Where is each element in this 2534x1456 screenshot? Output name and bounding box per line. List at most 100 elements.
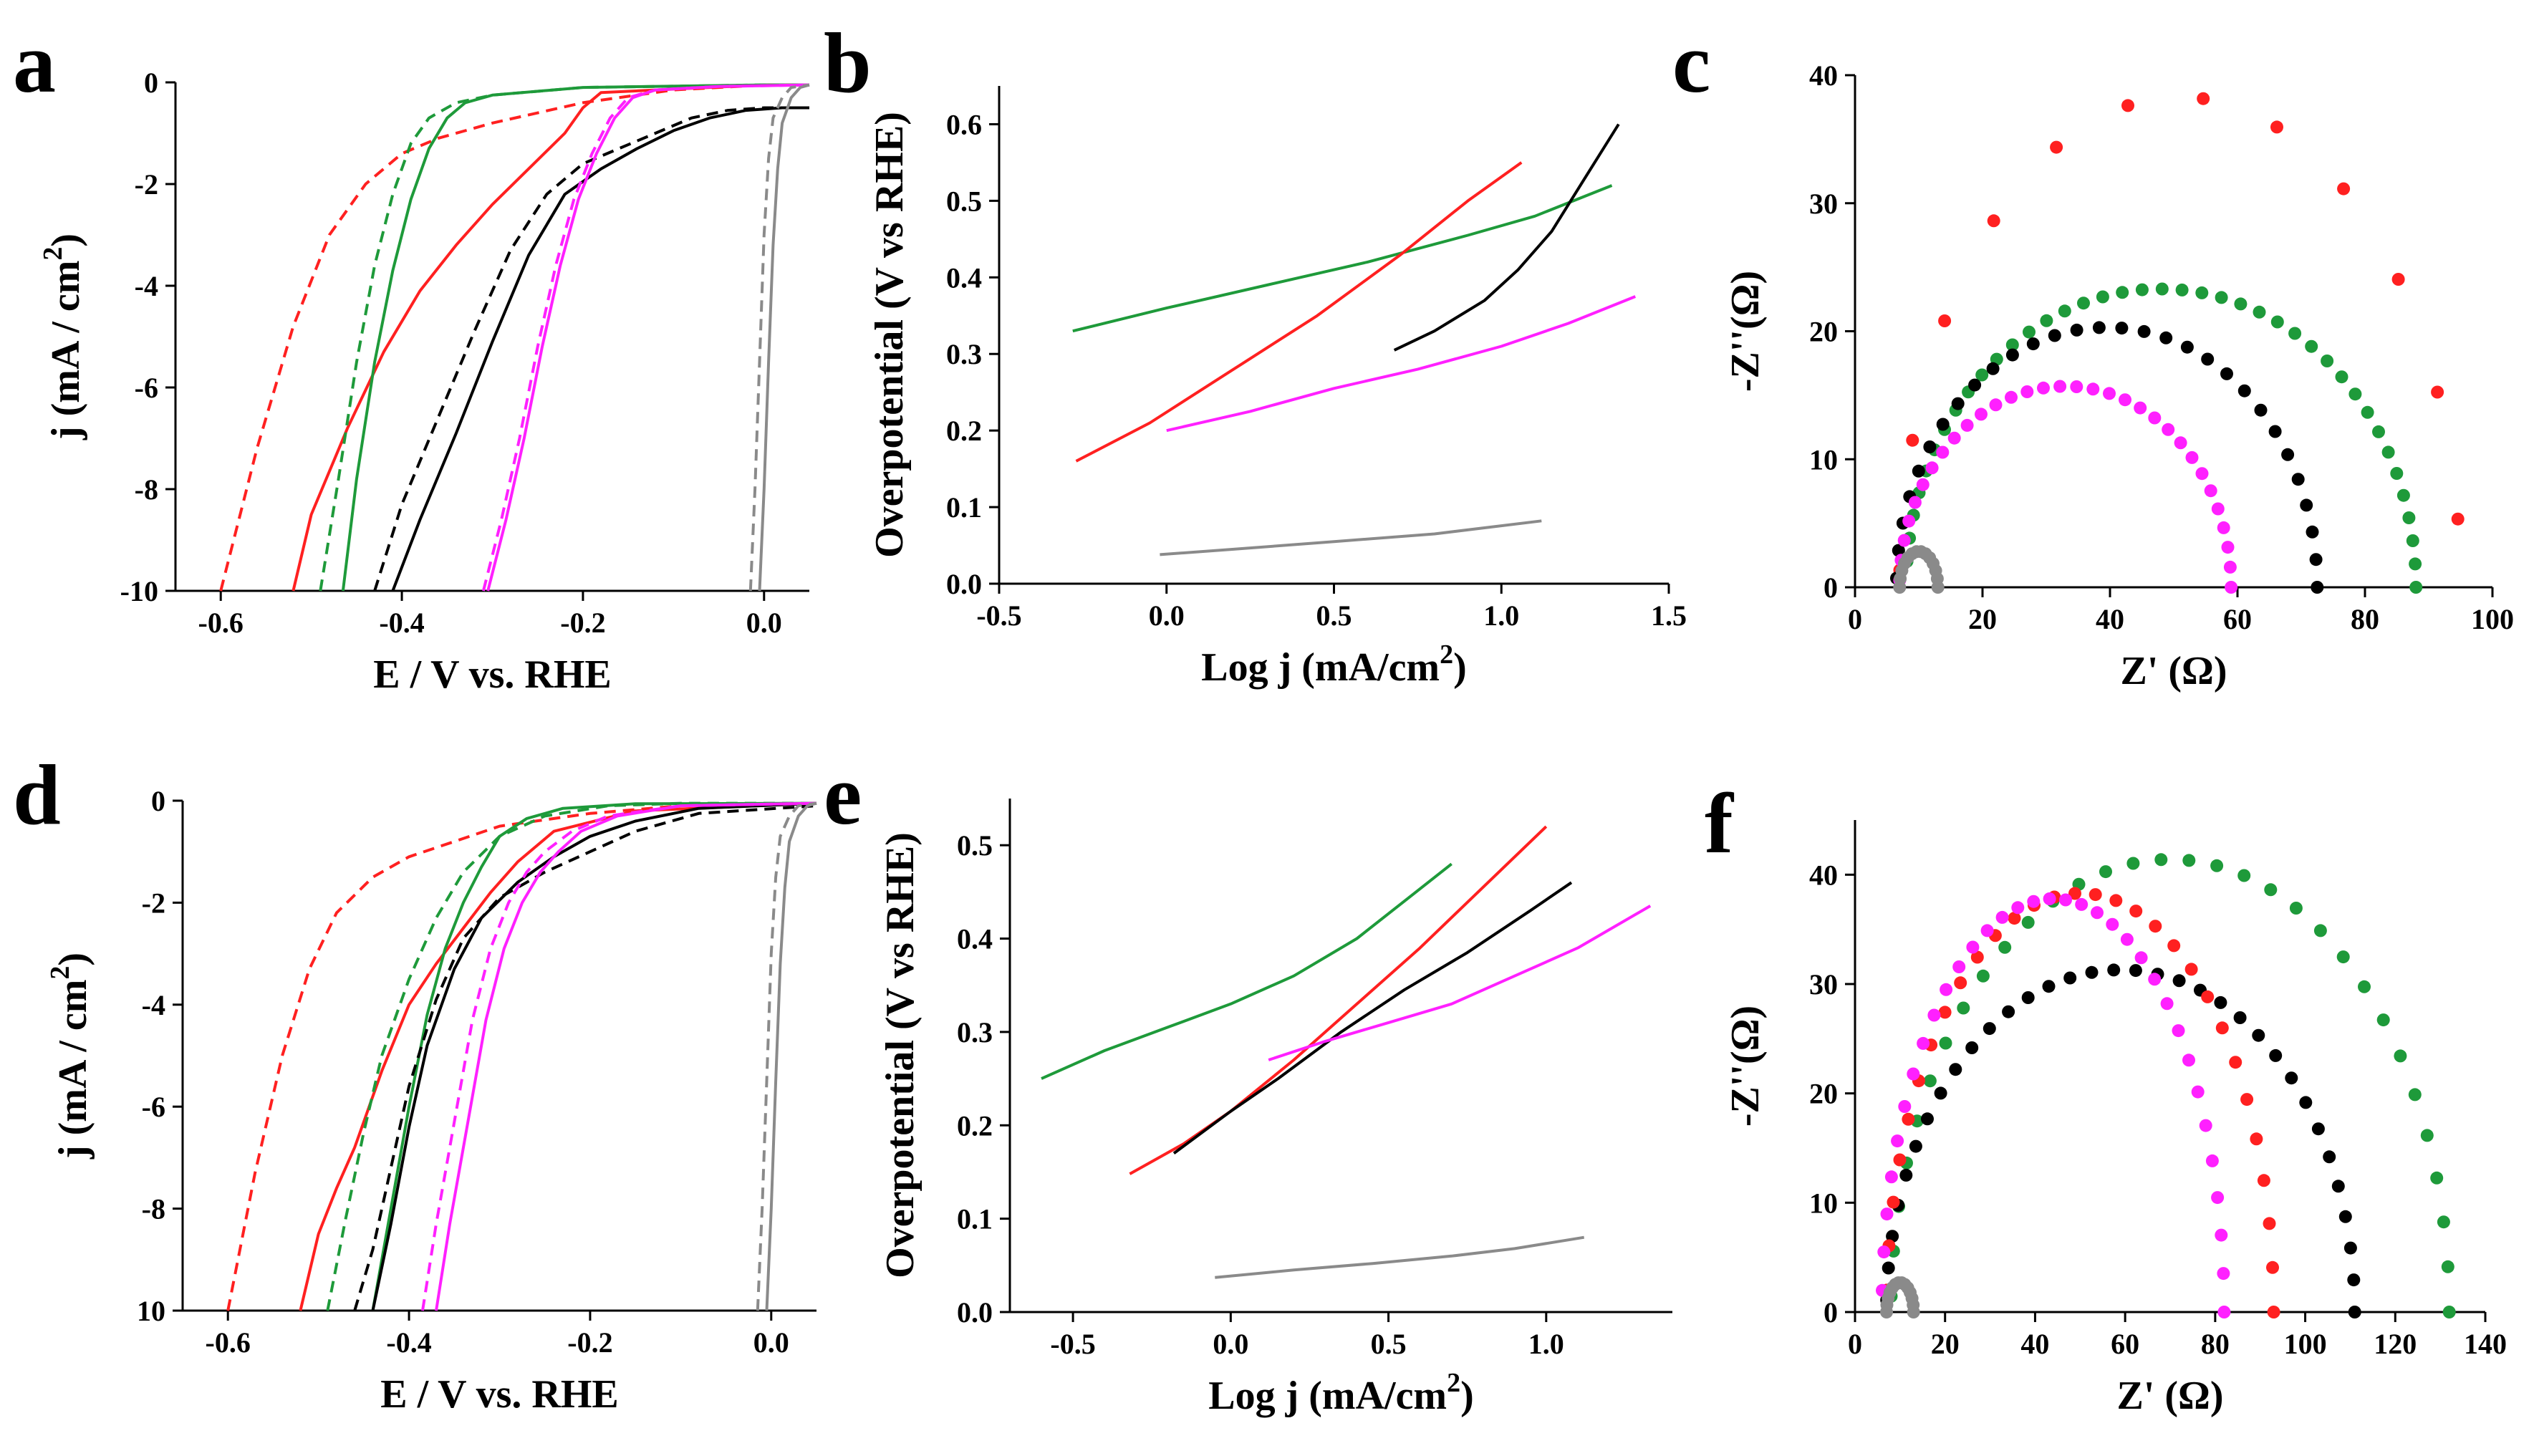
series-point-magenta: [2120, 932, 2134, 946]
y-tick-label: 20: [1809, 316, 1838, 348]
series-point-red: [2263, 1217, 2276, 1230]
series-point-black: [2311, 1122, 2325, 1136]
series-point-green: [2116, 286, 2129, 299]
series-point-black: [2281, 448, 2295, 461]
series-point-green: [2155, 282, 2169, 296]
series-point-gray: [1907, 1306, 1920, 1318]
series-point-black: [2042, 980, 2056, 993]
y-tick-label: -2: [135, 168, 158, 201]
series-line-red-solid: [1075, 161, 1523, 463]
series-point-magenta: [1880, 1207, 1894, 1221]
series-point-green: [2135, 283, 2149, 296]
series-point-red: [2229, 1056, 2242, 1069]
series-point-magenta: [2148, 973, 2162, 986]
series-point-red: [1954, 976, 1967, 990]
series-point-magenta: [2217, 521, 2230, 534]
y-tick-label: 0: [1824, 572, 1838, 604]
panel-label-c: c: [1672, 15, 1710, 110]
series-point-black: [2026, 337, 2040, 351]
y-axis-label: Overpotential (V vs RHE): [878, 832, 922, 1278]
series-point-magenta: [2225, 581, 2238, 594]
series-point-black: [2268, 425, 2282, 438]
x-axis-label-sup: 2: [1447, 1368, 1460, 1398]
series-point-green: [2154, 853, 2168, 867]
series-point-green: [2005, 338, 2019, 352]
series-point-green: [1957, 1001, 1970, 1015]
series-point-black: [2285, 1071, 2298, 1085]
series-point-magenta: [2199, 1119, 2212, 1132]
series-point-red: [2201, 990, 2215, 1003]
x-tick-label: 0.0: [753, 1326, 789, 1359]
series-point-green: [2396, 488, 2410, 502]
series-point-green: [1923, 1074, 1937, 1088]
x-tick-label: 0.0: [1149, 599, 1185, 632]
series-point-magenta: [1908, 496, 1922, 509]
series-point-red: [2250, 1132, 2263, 1146]
x-tick-label: 20: [1931, 1328, 1960, 1360]
y-tick-label: 0.6: [946, 108, 982, 140]
series-point-green: [2126, 857, 2140, 870]
x-axis-label-sup: 2: [1440, 640, 1453, 670]
series-line-magenta-solid: [1166, 295, 1637, 433]
chart-d: -0.6 -0.4 -0.2 0.0 0 -2 -4 -6 -8 10 E / V vs. RHE j…: [45, 785, 817, 1417]
series-point-red: [2451, 512, 2465, 526]
x-tick-label: 1.0: [1528, 1328, 1564, 1360]
series-point-green: [2376, 1013, 2390, 1027]
series-point-green: [2021, 915, 2035, 929]
x-tick-label: 100: [2284, 1328, 2327, 1360]
panel-label-e: e: [824, 747, 862, 842]
series-point-green: [2264, 883, 2278, 897]
series-point-green: [2175, 283, 2189, 296]
series-point-green: [2210, 859, 2224, 872]
series-line-gray-solid: [758, 83, 810, 592]
series-point-green: [2442, 1306, 2456, 1318]
series-point-magenta: [1897, 534, 1911, 547]
x-tick-label: 0.5: [1316, 599, 1352, 632]
series-point-green: [2215, 291, 2228, 304]
chart-f: 0 20 40 60 80 100 120 140 0 10 20 30 40 Z' (Ω) -Z''(Ω): [1723, 820, 2507, 1418]
series-point-magenta: [2205, 1154, 2219, 1167]
series-point-black: [2348, 1306, 2361, 1318]
series-point-black: [1936, 418, 1950, 431]
series-point-green: [1975, 368, 1989, 382]
series-point-green: [2441, 1260, 2454, 1273]
series-line-black-solid: [1393, 123, 1620, 352]
series-line-green-dashed: [326, 801, 816, 1311]
series-point-green: [2406, 534, 2419, 547]
series-point-red: [2215, 1021, 2229, 1035]
series-point-red: [2050, 140, 2063, 154]
series-point-magenta: [2059, 893, 2072, 907]
series-point-black: [1986, 362, 2000, 375]
series-point-red: [1902, 1112, 1915, 1126]
series-point-black: [1882, 1261, 1895, 1275]
series-point-magenta: [1975, 408, 1988, 421]
series-point-red: [2129, 905, 2143, 918]
series-point-red: [1987, 214, 2000, 228]
series-point-magenta: [2106, 917, 2119, 931]
y-axis-label-sup: 2: [38, 247, 68, 261]
x-tick-label: 40: [2096, 603, 2124, 635]
series-point-magenta: [2211, 1191, 2225, 1205]
x-tick-label: 60: [2223, 603, 2252, 635]
y-tick-label: 0.5: [957, 829, 993, 862]
series-point-magenta: [2053, 380, 2067, 393]
series-point-black: [2070, 323, 2083, 337]
series-point-green: [2348, 387, 2362, 401]
series-point-black: [2107, 963, 2121, 977]
series-point-magenta: [1966, 940, 1980, 954]
series-point-magenta: [2075, 897, 2089, 911]
series-line-black-solid: [371, 801, 817, 1311]
series-line-red-solid: [292, 83, 809, 592]
series-point-red: [2267, 1306, 2280, 1318]
x-tick-label: 40: [2020, 1328, 2049, 1360]
series-point-red: [2337, 182, 2351, 196]
series-point-black: [2343, 1241, 2357, 1255]
series-point-magenta: [1877, 1245, 1891, 1259]
series-point-black: [2214, 995, 2227, 1009]
y-tick-label: 0: [1824, 1296, 1838, 1329]
series-point-green: [2390, 467, 2404, 480]
series-point-black: [2005, 348, 2019, 362]
series-point-red: [2266, 1260, 2279, 1274]
y-tick-label: 20: [1809, 1078, 1838, 1110]
series-point-black: [2085, 965, 2099, 979]
